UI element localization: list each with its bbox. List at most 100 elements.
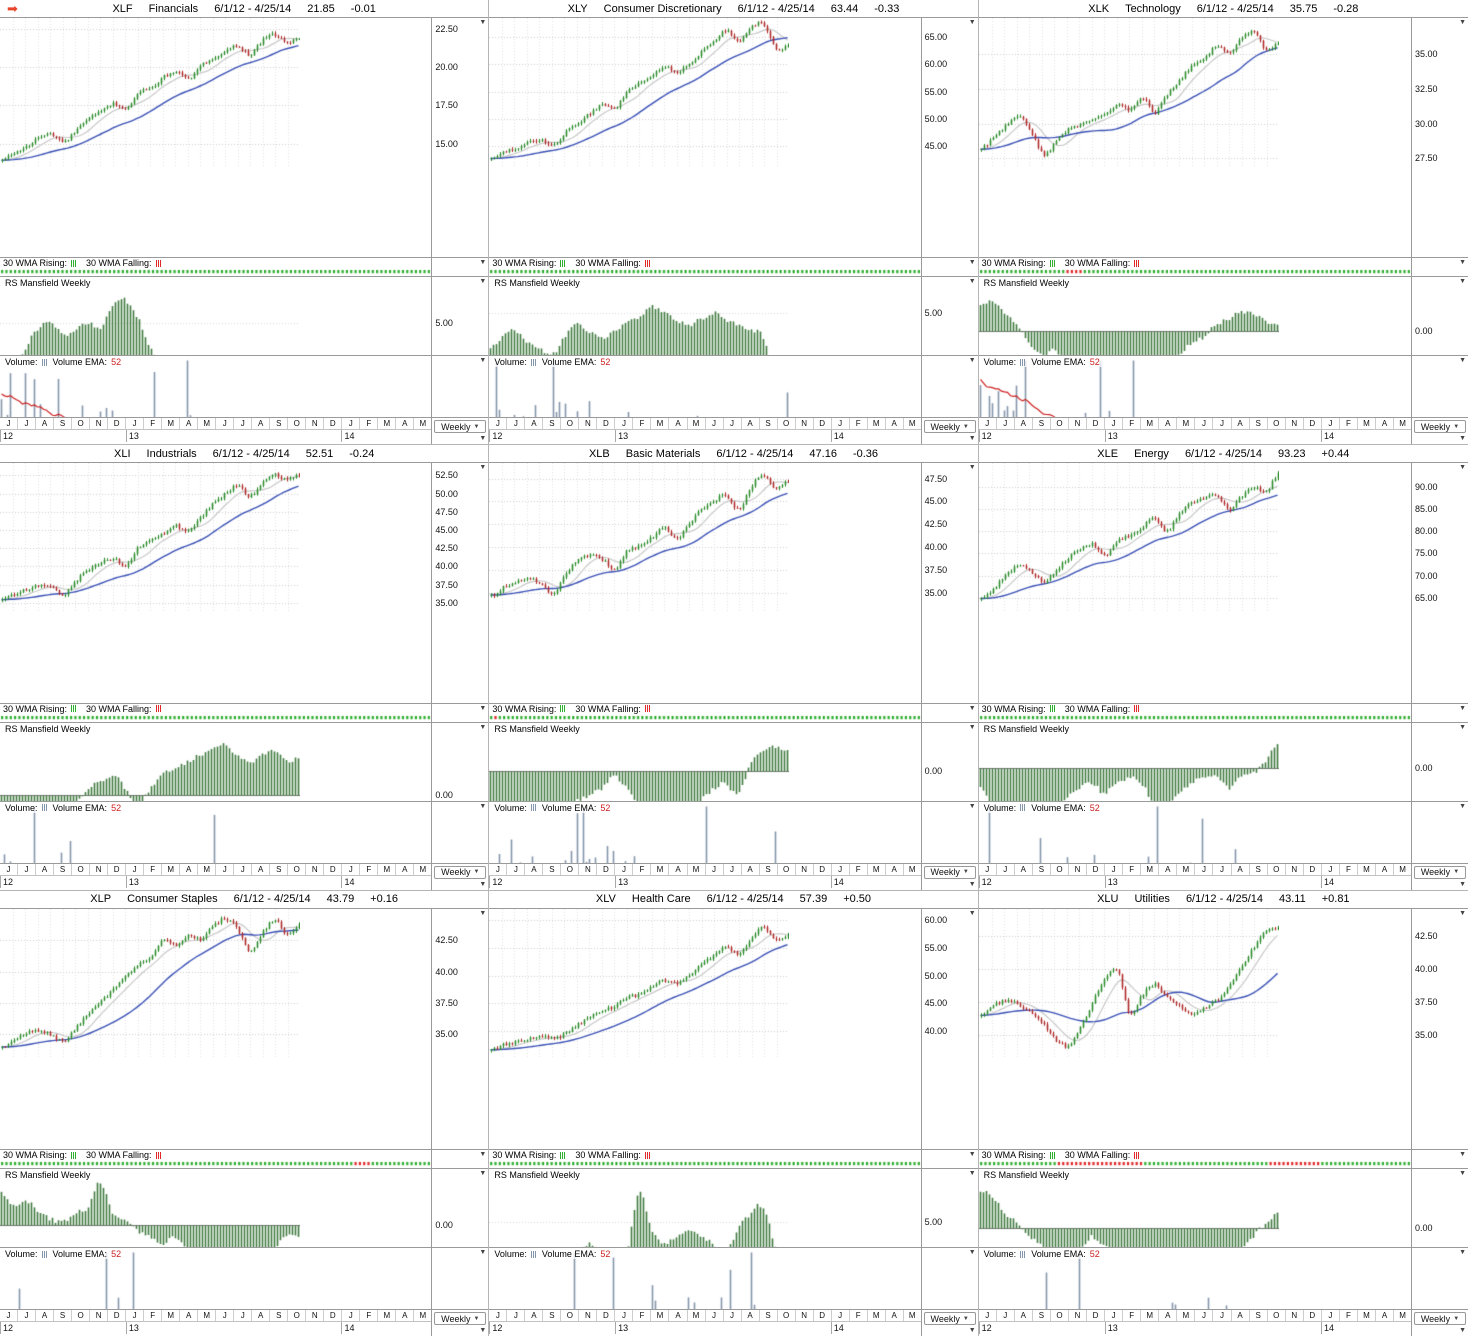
panel-dropdown-icon[interactable]: ▼ (1459, 1327, 1466, 1334)
volume-scale-dropdown-icon[interactable]: ▼ (479, 802, 487, 810)
volume-scale-dropdown-icon[interactable]: ▼ (1459, 1249, 1466, 1256)
month-label: F (1338, 1310, 1357, 1321)
month-label: J (125, 863, 143, 875)
price-chart-canvas[interactable] (0, 908, 300, 1059)
month-label: J (704, 418, 723, 430)
month-label: M (197, 1310, 215, 1321)
price-tick-label: 40.00 (435, 561, 458, 572)
wma-trend-strip-canvas[interactable] (489, 1160, 921, 1168)
rs-scale-dropdown-icon[interactable]: ▼ (968, 723, 976, 731)
rs-scale-dropdown-icon[interactable]: ▼ (1459, 723, 1466, 731)
wma-strip-dropdown-icon[interactable]: ▼ (1459, 704, 1466, 712)
wma-trend-strip-canvas[interactable] (0, 268, 432, 277)
month-label: A (179, 863, 197, 875)
timeframe-selector[interactable]: Weekly ▼ (1414, 1312, 1466, 1325)
rs-chart-canvas[interactable] (978, 277, 1279, 356)
rs-scale-dropdown-icon[interactable]: ▼ (968, 1170, 976, 1177)
rs-chart-canvas[interactable] (0, 1169, 300, 1247)
panel-dropdown-icon[interactable]: ▼ (968, 1327, 976, 1334)
panel-dropdown-icon[interactable]: ▼ (1459, 435, 1466, 443)
price-scale-dropdown-icon[interactable]: ▼ (479, 464, 487, 472)
wma-strip-dropdown-icon[interactable]: ▼ (968, 259, 976, 267)
rs-chart-canvas[interactable] (489, 1169, 790, 1247)
wma-strip-dropdown-icon[interactable]: ▼ (968, 704, 976, 712)
year-label: 13 (615, 875, 628, 888)
price-scale-dropdown-icon[interactable]: ▼ (1459, 19, 1466, 26)
wma-strip-dropdown-icon[interactable]: ▼ (1459, 1151, 1466, 1158)
volume-scale-dropdown-icon[interactable]: ▼ (1459, 802, 1466, 810)
price-chart-canvas[interactable] (978, 463, 1279, 614)
rs-chart-canvas[interactable] (0, 722, 300, 801)
timeframe-selector[interactable]: Weekly ▼ (923, 1312, 976, 1325)
month-label: J (17, 863, 35, 875)
wma-trend-strip-canvas[interactable] (489, 713, 921, 722)
panel-dropdown-icon[interactable]: ▼ (479, 1327, 487, 1334)
month-label: J (1104, 418, 1122, 430)
wma-strip-dropdown-icon[interactable]: ▼ (479, 704, 487, 712)
price-chart-canvas[interactable] (489, 908, 790, 1059)
price-scale-dropdown-icon[interactable]: ▼ (479, 19, 487, 26)
timeframe-selector[interactable]: Weekly ▼ (923, 420, 976, 434)
rs-scale-dropdown-icon[interactable]: ▼ (479, 278, 487, 286)
price-chart-canvas[interactable] (978, 18, 1279, 168)
timeframe-selector[interactable]: Weekly ▼ (434, 420, 487, 434)
price-scale-dropdown-icon[interactable]: ▼ (1459, 909, 1466, 917)
price-scale-dropdown-icon[interactable]: ▼ (968, 909, 976, 917)
rs-scale-dropdown-icon[interactable]: ▼ (479, 723, 487, 731)
price-chart-canvas[interactable] (489, 463, 790, 614)
price-scale: ▼ 52.50 50.00 47.50 45.00 42.50 40.00 37.50 35.… (432, 463, 489, 703)
rs-chart-canvas[interactable] (978, 722, 1279, 801)
volume-scale-dropdown-icon[interactable]: ▼ (968, 357, 976, 365)
price-chart-canvas[interactable] (0, 18, 300, 168)
wma-rising-label: 30 WMA Rising: (3, 703, 68, 714)
wma-trend-strip-canvas[interactable] (0, 713, 432, 722)
rs-plot-area: RS Mansfield Weekly (978, 721, 1412, 801)
rs-chart-canvas[interactable] (489, 722, 790, 801)
price-chart-canvas[interactable] (978, 908, 1279, 1059)
wma-strip-dropdown-icon[interactable]: ▼ (479, 259, 487, 267)
rs-scale: ▼ 5.00 (921, 1168, 978, 1247)
month-label: N (578, 418, 596, 430)
wma-strip-dropdown-icon[interactable]: ▼ (1459, 259, 1466, 267)
timeframe-selector[interactable]: Weekly ▼ (1414, 420, 1466, 434)
volume-scale-dropdown-icon[interactable]: ▼ (1459, 357, 1466, 365)
forward-arrow-icon[interactable]: ➡ (7, 1, 18, 16)
wma-strip-dropdown-icon[interactable]: ▼ (479, 1151, 487, 1158)
price-scale-dropdown-icon[interactable]: ▼ (968, 464, 976, 472)
panel-dropdown-icon[interactable]: ▼ (479, 435, 487, 443)
price-scale-dropdown-icon[interactable]: ▼ (968, 19, 976, 26)
volume-scale-dropdown-icon[interactable]: ▼ (479, 1249, 487, 1256)
rs-scale-dropdown-icon[interactable]: ▼ (479, 1170, 487, 1177)
panel-dropdown-icon[interactable]: ▼ (1459, 880, 1466, 888)
rs-scale-dropdown-icon[interactable]: ▼ (968, 278, 976, 286)
timeframe-selector[interactable]: Weekly ▼ (923, 865, 976, 879)
price-chart-canvas[interactable] (489, 18, 790, 168)
month-label: O (287, 418, 305, 430)
panel-dropdown-icon[interactable]: ▼ (968, 880, 976, 888)
wma-trend-strip-canvas[interactable] (978, 1160, 1411, 1168)
timeframe-selector[interactable]: Weekly ▼ (434, 865, 487, 879)
price-scale-dropdown-icon[interactable]: ▼ (1459, 464, 1466, 472)
timeframe-selector[interactable]: Weekly ▼ (1414, 865, 1466, 879)
price-scale-dropdown-icon[interactable]: ▼ (479, 909, 487, 917)
price-chart-canvas[interactable] (0, 463, 300, 614)
ticker-symbol: XLI (114, 447, 131, 460)
wma-trend-strip-canvas[interactable] (978, 268, 1411, 277)
rs-scale-dropdown-icon[interactable]: ▼ (1459, 1170, 1466, 1177)
rs-chart-canvas[interactable] (489, 277, 790, 356)
wma-trend-strip-canvas[interactable] (0, 1160, 432, 1168)
wma-legend: 30 WMA Rising: 30 WMA Falling: (979, 704, 1411, 714)
volume-scale-dropdown-icon[interactable]: ▼ (479, 357, 487, 365)
panel-dropdown-icon[interactable]: ▼ (968, 435, 976, 443)
month-label: D (596, 1310, 614, 1321)
wma-trend-strip-canvas[interactable] (489, 268, 921, 277)
volume-scale-dropdown-icon[interactable]: ▼ (968, 802, 976, 810)
timeframe-selector[interactable]: Weekly ▼ (434, 1312, 487, 1325)
volume-scale-dropdown-icon[interactable]: ▼ (968, 1249, 976, 1256)
wma-strip-dropdown-icon[interactable]: ▼ (968, 1151, 976, 1158)
rs-chart-canvas[interactable] (978, 1169, 1279, 1247)
rs-scale-dropdown-icon[interactable]: ▼ (1459, 278, 1466, 286)
wma-trend-strip-canvas[interactable] (978, 713, 1411, 722)
rs-chart-canvas[interactable] (0, 277, 300, 356)
panel-dropdown-icon[interactable]: ▼ (479, 880, 487, 888)
